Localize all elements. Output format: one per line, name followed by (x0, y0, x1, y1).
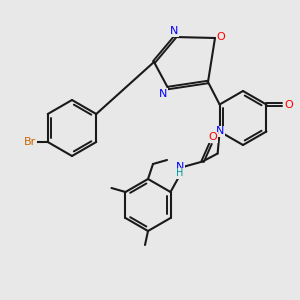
Text: O: O (208, 133, 217, 142)
Text: O: O (217, 32, 225, 42)
Text: N: N (170, 26, 178, 36)
Text: H: H (176, 169, 183, 178)
Text: N: N (176, 161, 184, 172)
Text: N: N (215, 127, 224, 136)
Text: O: O (284, 100, 293, 110)
Text: N: N (159, 89, 167, 99)
Text: Br: Br (24, 137, 36, 147)
